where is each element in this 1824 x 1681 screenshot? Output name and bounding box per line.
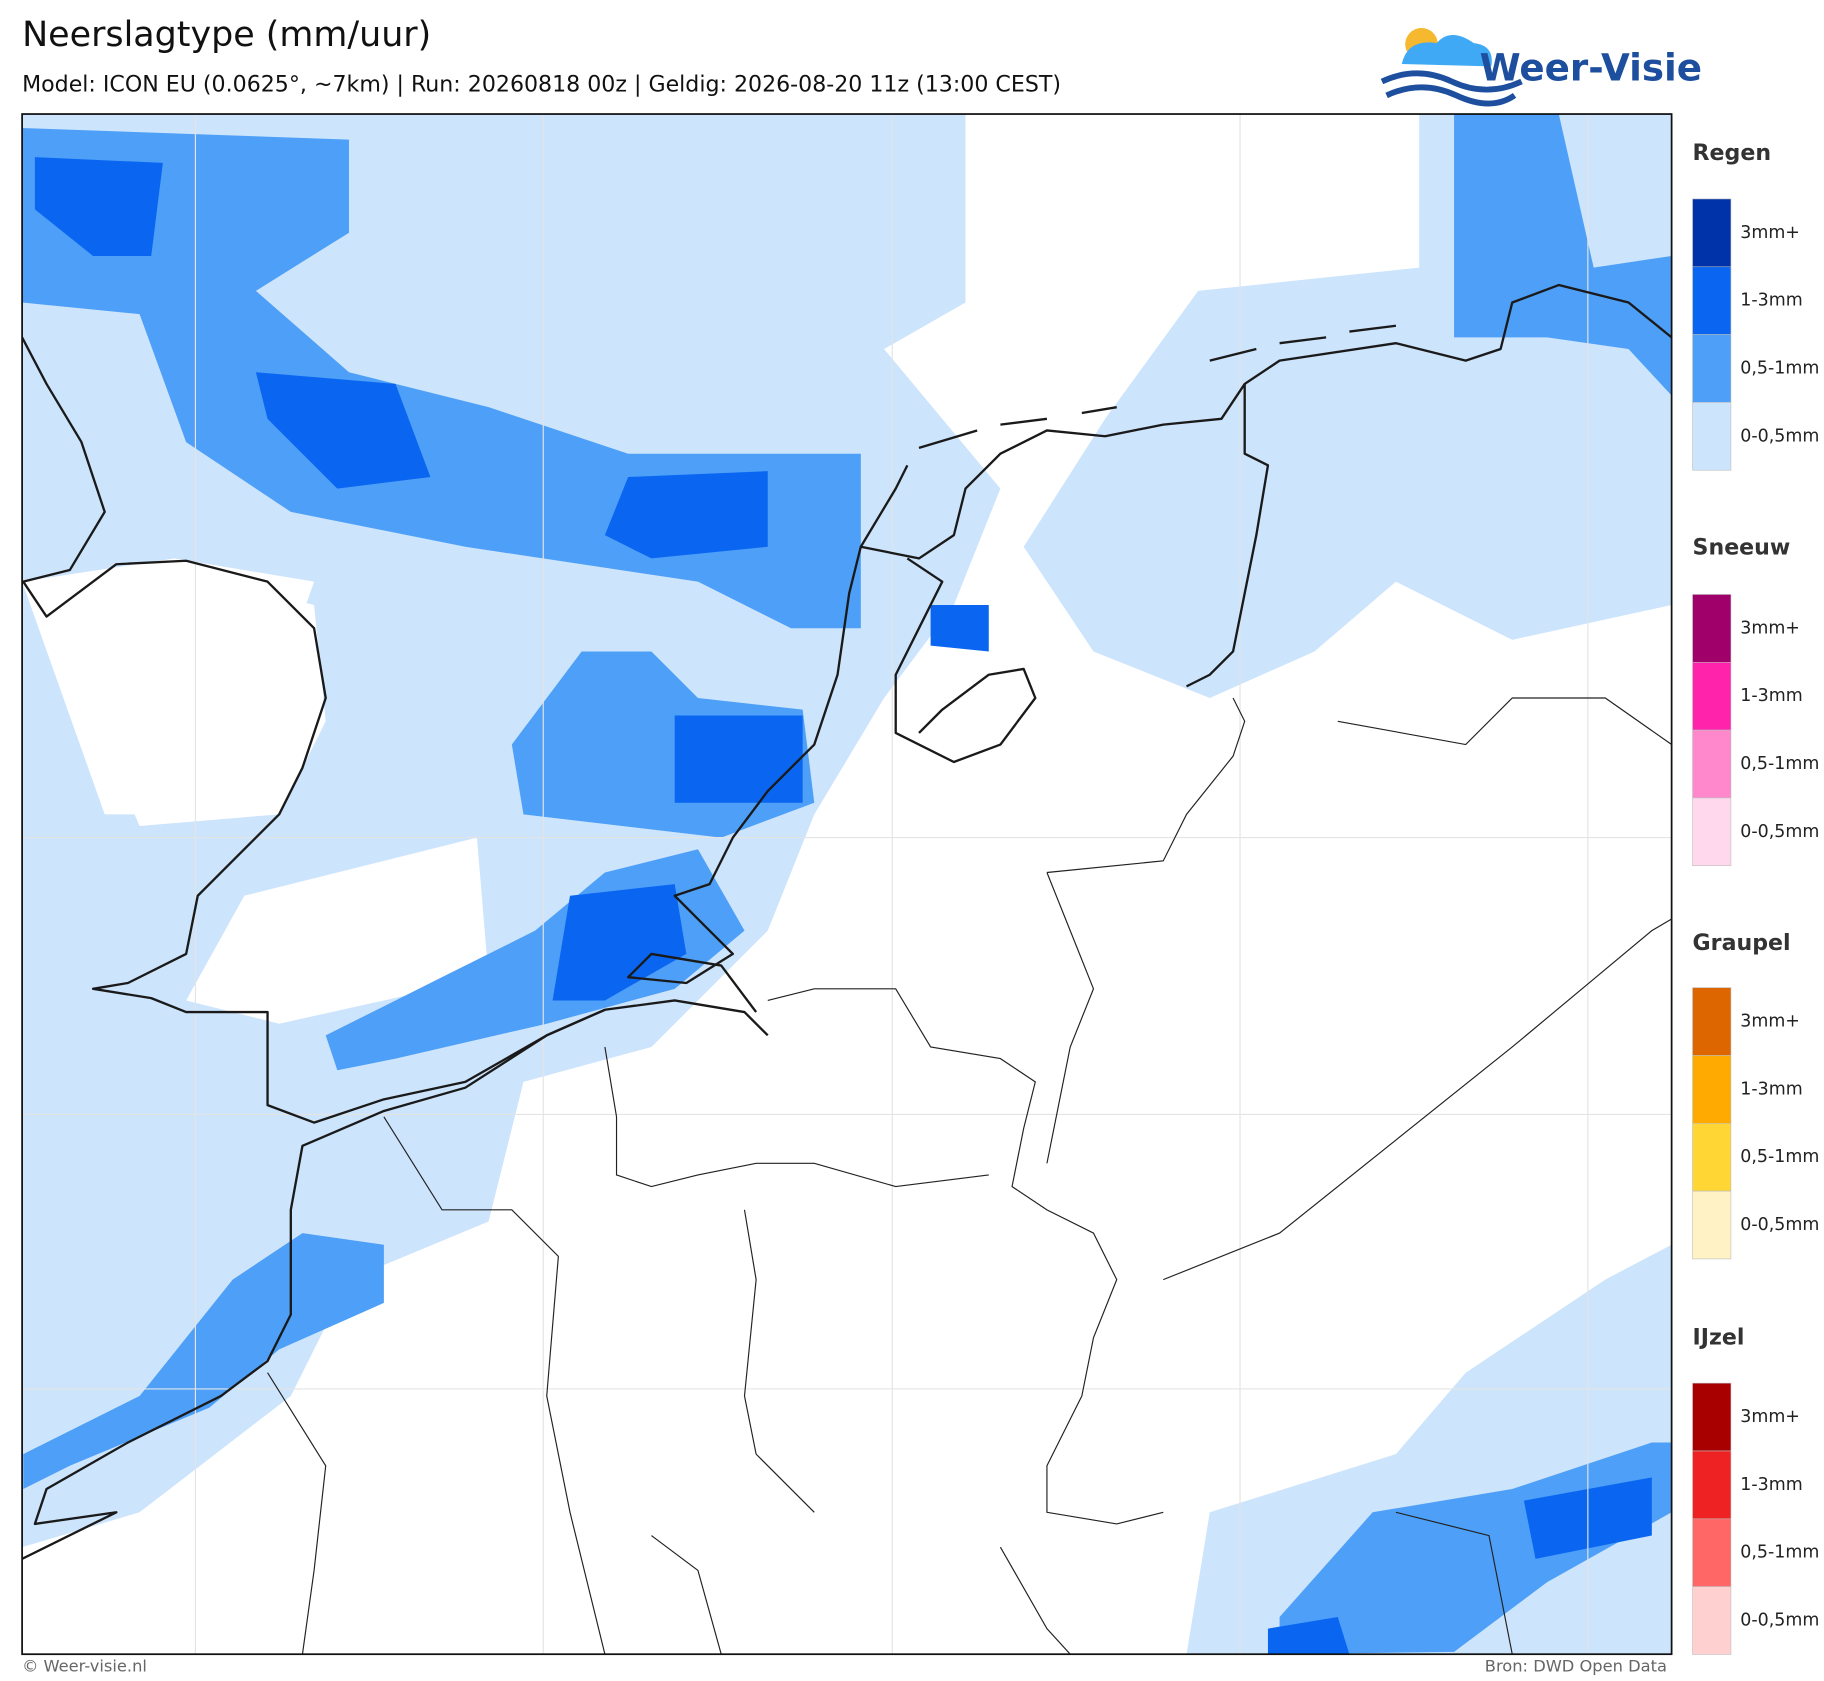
logo: Weer-Visie xyxy=(1380,27,1702,107)
legend-swatch xyxy=(1692,334,1732,403)
legend-swatch xyxy=(1692,1586,1732,1655)
subtitle: Model: ICON EU (0.0625°, ~7km) | Run: 20… xyxy=(22,71,1061,97)
legend-label: 1-3mm xyxy=(1740,686,1802,706)
dry-area xyxy=(104,581,489,1024)
legend-label: 3mm+ xyxy=(1740,618,1800,638)
legend-label: 3mm+ xyxy=(1740,1407,1800,1427)
legend-label: 3mm+ xyxy=(1740,223,1800,243)
border xyxy=(1046,697,1246,1164)
legend-title: Regen xyxy=(1693,140,1772,166)
legend-swatch xyxy=(1692,198,1732,268)
border xyxy=(767,988,1164,1525)
footer-source: Bron: DWD Open Data xyxy=(1485,1657,1667,1676)
legend-label: 3mm+ xyxy=(1740,1012,1800,1032)
coastlines xyxy=(22,283,1672,1560)
rain-medium xyxy=(23,1233,384,1490)
map xyxy=(22,114,1672,1655)
legend-label: 1-3mm xyxy=(1740,1475,1802,1495)
legend-swatch xyxy=(1692,1382,1732,1452)
coastline-uk xyxy=(22,336,769,1124)
legend-label: 0,5-1mm xyxy=(1740,1543,1819,1563)
legend-swatch xyxy=(1692,1055,1732,1124)
legend-label: 0-0,5mm xyxy=(1740,822,1819,842)
legend-swatch xyxy=(1692,1122,1732,1192)
legend-label: 0-0,5mm xyxy=(1740,1215,1819,1235)
precipitation xyxy=(22,114,1672,1655)
legend-label: 0-0,5mm xyxy=(1740,1611,1819,1631)
legend: Regen 3mm+ 1-3mm 0,5-1mm 0-0,5mm Sneeuw 3mm+ 1-… xyxy=(1692,140,1819,1655)
border xyxy=(267,1372,1513,1655)
borders xyxy=(267,697,1672,1655)
logo-text: Weer-Visie xyxy=(1480,45,1702,89)
legend-title: Graupel xyxy=(1693,930,1791,956)
coastline-ems xyxy=(1186,383,1270,688)
legend-swatch xyxy=(1692,987,1732,1056)
legend-title: Sneeuw xyxy=(1693,534,1791,560)
legend-label: 0,5-1mm xyxy=(1740,359,1819,379)
coastline-islands xyxy=(918,324,1397,450)
legend-label: 0,5-1mm xyxy=(1740,1147,1819,1167)
border xyxy=(604,1046,989,1513)
legend-label: 1-3mm xyxy=(1740,1079,1802,1099)
map-frame xyxy=(21,113,1673,1656)
legend-label: 0-0,5mm xyxy=(1740,426,1819,446)
legend-swatch xyxy=(1692,1518,1732,1587)
title: Neerslagtype (mm/uur) xyxy=(22,15,431,55)
legend-swatch xyxy=(1692,1450,1732,1520)
legend-title: IJzel xyxy=(1693,1324,1745,1350)
logo-waves xyxy=(1380,70,1523,107)
graticule xyxy=(22,114,1672,1655)
legend-swatch xyxy=(1692,661,1732,731)
legend-swatch xyxy=(1692,594,1732,663)
legend-label: 0,5-1mm xyxy=(1740,754,1819,774)
legend-swatch xyxy=(1692,402,1732,471)
legend-swatch xyxy=(1692,797,1732,867)
logo-cloud xyxy=(1401,34,1492,67)
legend-label: 1-3mm xyxy=(1740,291,1802,311)
rain-medium xyxy=(1454,114,1672,396)
coastline-france xyxy=(22,1008,606,1560)
legend-swatch xyxy=(1692,729,1732,799)
legend-swatch xyxy=(1692,266,1732,335)
legend-swatch xyxy=(1692,1190,1732,1260)
border xyxy=(383,697,1672,1655)
footer-credit: © Weer-visie.nl xyxy=(22,1657,147,1676)
coastline-ijsselmeer xyxy=(894,557,1037,764)
